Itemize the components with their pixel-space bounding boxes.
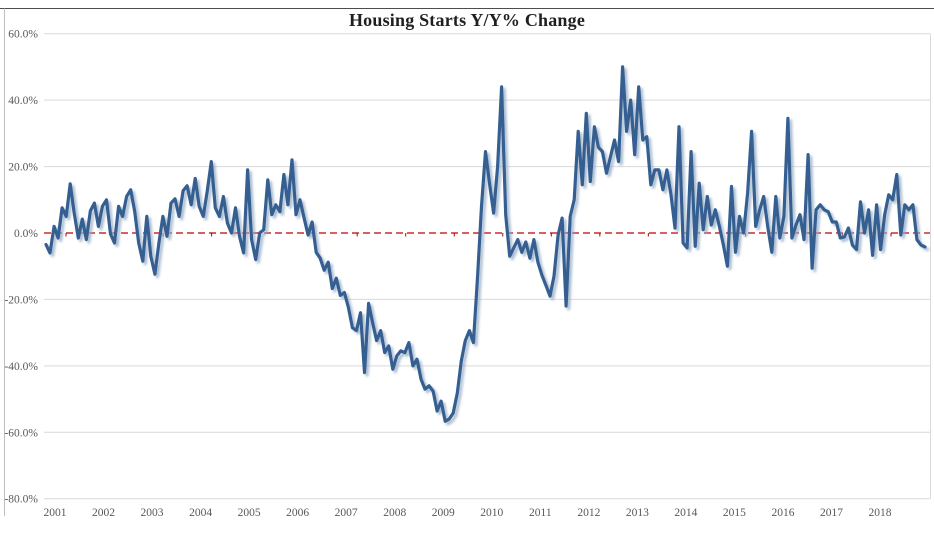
x-axis-tick-label: 2010: [480, 507, 503, 519]
y-axis-tick-label: 20.0%: [8, 162, 38, 174]
y-axis-tick-label: -40.0%: [4, 361, 38, 373]
y-axis-tick-label: 60.0%: [8, 29, 38, 41]
x-axis-tick-label: 2018: [869, 507, 892, 519]
x-axis-tick-label: 2002: [92, 507, 115, 519]
x-axis-tick-label: 2009: [432, 507, 455, 519]
y-axis-tick-label: 0.0%: [14, 228, 38, 240]
x-axis-tick-label: 2003: [141, 507, 164, 519]
y-axis-tick-label: 40.0%: [8, 95, 38, 107]
x-axis-tick-label: 2013: [626, 507, 649, 519]
y-axis-tick-label: -60.0%: [4, 427, 38, 439]
chart-title: Housing Starts Y/Y% Change: [348, 10, 586, 30]
x-axis-tick-label: 2017: [820, 507, 843, 519]
x-axis-tick-label: 2006: [286, 507, 309, 519]
x-axis-tick-label: 2011: [529, 507, 552, 519]
x-axis-tick-label: 2012: [577, 507, 600, 519]
housing-starts-series-line: [44, 65, 927, 423]
x-axis-tick-label: 2005: [238, 507, 261, 519]
x-axis-tick-label: 2008: [383, 507, 406, 519]
y-axis-tick-label: -80.0%: [4, 494, 38, 506]
x-axis-tick-label: 2004: [189, 507, 212, 519]
x-axis-tick-label: 2014: [674, 507, 697, 519]
y-axis-tick-label: -20.0%: [4, 294, 38, 306]
x-axis-tick-label: 2015: [723, 507, 746, 519]
x-axis-tick-label: 2001: [44, 507, 67, 519]
x-axis-tick-label: 2016: [771, 507, 794, 519]
x-axis-tick-label: 2007: [335, 507, 358, 519]
